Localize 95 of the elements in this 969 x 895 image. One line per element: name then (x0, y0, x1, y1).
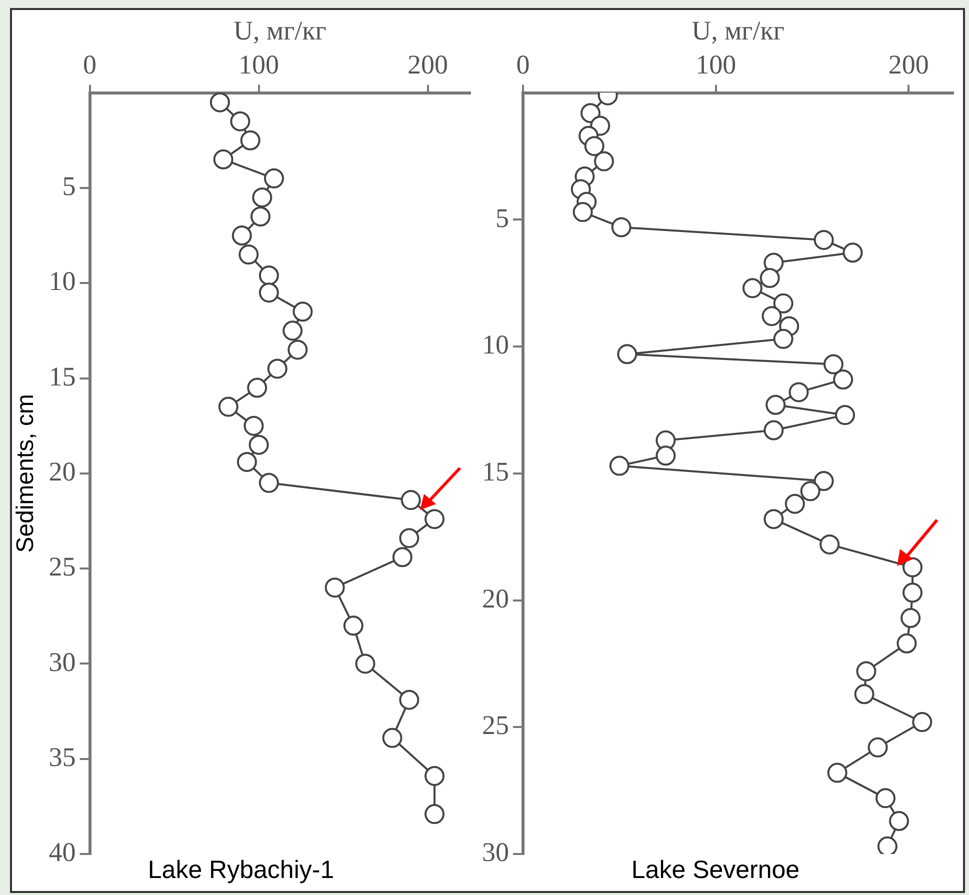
point (594, 151, 614, 172)
x-tick-label: 0 (83, 50, 97, 80)
x-axis-title: U, мг/кг (233, 15, 326, 46)
point (896, 633, 917, 654)
point (773, 293, 794, 314)
point (248, 434, 269, 455)
point (900, 608, 921, 628)
point (343, 616, 364, 636)
point (247, 378, 268, 398)
y-tick-label: 20 (48, 456, 76, 486)
point (760, 268, 780, 288)
text: Lake Rybachiy-1 (148, 856, 334, 884)
point (324, 578, 345, 598)
point (814, 230, 834, 250)
point (267, 358, 288, 379)
point (424, 509, 445, 530)
point (876, 788, 896, 808)
point (609, 456, 630, 476)
point (399, 690, 420, 710)
point (827, 762, 848, 783)
y-tick-label: 5 (496, 202, 509, 233)
point (288, 340, 308, 360)
point (282, 320, 303, 341)
point (833, 370, 854, 390)
point (820, 534, 840, 554)
y-tick-label: 15 (482, 456, 509, 486)
y-tick-label: 35 (48, 742, 76, 772)
point (856, 661, 876, 682)
point (764, 509, 784, 530)
point (814, 471, 834, 492)
y-tick-label: 5 (62, 171, 76, 202)
point (762, 306, 782, 326)
point (258, 282, 279, 303)
point (250, 206, 270, 226)
point (292, 302, 313, 322)
point (835, 405, 856, 426)
point (784, 494, 805, 514)
x-tick-label: 200 (888, 50, 929, 80)
point (244, 416, 264, 436)
point (236, 452, 257, 472)
point (854, 684, 874, 704)
point (424, 804, 445, 824)
point (424, 766, 445, 786)
point (823, 354, 844, 374)
y-tick-label: 10 (482, 330, 509, 360)
y-tick-label: 20 (482, 583, 509, 614)
point (912, 712, 932, 732)
point (210, 92, 230, 112)
point (842, 242, 863, 263)
point (230, 111, 250, 132)
point (868, 737, 888, 758)
point (617, 344, 638, 364)
y-tick-label: 30 (48, 646, 76, 677)
point (656, 446, 676, 466)
point (392, 547, 412, 568)
y-tick-label: 15 (48, 361, 76, 392)
point (580, 103, 600, 124)
y-tick-label: 25 (482, 710, 509, 740)
point (213, 149, 234, 170)
point (572, 202, 593, 222)
point (218, 396, 238, 417)
point (584, 136, 604, 156)
point (902, 557, 923, 578)
point (742, 278, 762, 298)
y-tick-label: 40 (48, 837, 76, 868)
point (258, 472, 279, 493)
point (773, 328, 794, 349)
text: Lake Severnoe (631, 856, 800, 884)
x-axis-title: U, мг/кг (692, 15, 784, 46)
y-tick-label: 10 (48, 266, 76, 296)
point (252, 187, 272, 208)
point (877, 836, 898, 854)
point (766, 394, 786, 415)
point (232, 226, 252, 246)
x-tick-label: 200 (408, 50, 448, 80)
x-tick-label: 100 (696, 50, 736, 80)
point (355, 654, 376, 674)
point (240, 130, 260, 150)
point (264, 168, 284, 188)
point (238, 244, 259, 265)
point (382, 728, 402, 748)
point (902, 582, 923, 603)
point (889, 811, 910, 832)
point (788, 382, 809, 402)
point (764, 420, 784, 440)
point (400, 490, 421, 510)
y-tick-label: 25 (48, 552, 76, 582)
x-tick-label: 0 (516, 50, 530, 80)
point (258, 265, 279, 286)
y-tick-label: 30 (482, 837, 509, 868)
point (800, 481, 820, 502)
point (611, 217, 632, 238)
y-axis-title: Sediments, cm (12, 394, 40, 553)
x-tick-label: 100 (238, 50, 280, 80)
point (399, 528, 420, 548)
